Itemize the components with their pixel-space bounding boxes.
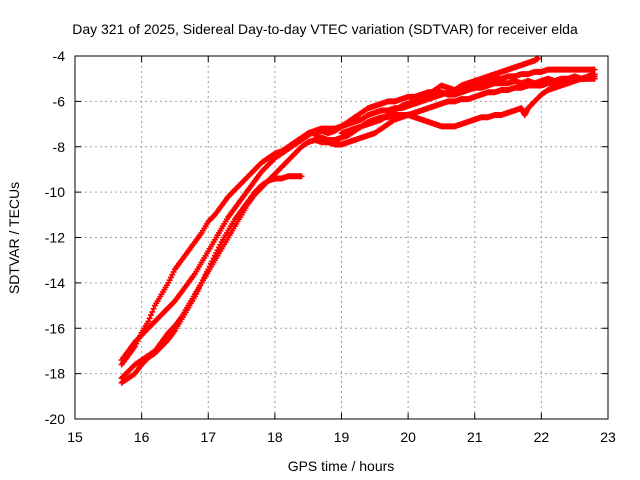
chart-title: Day 321 of 2025, Sidereal Day-to-day VTE… [72, 21, 578, 37]
y-tick-label: -6 [53, 93, 66, 109]
axis-ticks [74, 55, 609, 420]
grid [75, 56, 608, 419]
y-axis-tick-labels: -20 -18 -16 -14 -12 -10 -8 -6 -4 [45, 48, 65, 427]
y-tick-label: -4 [53, 48, 66, 64]
x-tick-label: 19 [334, 429, 350, 445]
x-tick-label: 22 [534, 429, 550, 445]
x-tick-label: 18 [267, 429, 283, 445]
data-point [591, 66, 598, 73]
data-point [298, 173, 305, 180]
y-axis-label: SDTVAR / TECUs [6, 182, 22, 294]
data-point [149, 308, 156, 315]
data-point [591, 75, 598, 82]
y-tick-label: -10 [45, 184, 65, 200]
x-tick-label: 15 [67, 429, 83, 445]
y-tick-label: -20 [45, 411, 65, 427]
series-track-f [338, 66, 598, 137]
y-tick-label: -12 [45, 230, 65, 246]
x-tick-label: 23 [600, 429, 616, 445]
series-track-d [118, 71, 598, 382]
x-tick-label: 21 [467, 429, 483, 445]
data-point [145, 318, 152, 325]
x-tick-label: 17 [200, 429, 216, 445]
data-point [150, 305, 157, 312]
data-point [146, 315, 153, 322]
x-axis-tick-labels: 15 16 17 18 19 20 21 22 23 [67, 429, 616, 445]
y-tick-label: -8 [53, 139, 66, 155]
x-tick-label: 16 [134, 429, 150, 445]
x-axis-label: GPS time / hours [288, 458, 395, 474]
y-tick-label: -18 [45, 366, 65, 382]
series-track-e [311, 75, 598, 143]
y-tick-label: -14 [45, 275, 65, 291]
data-series [118, 55, 598, 386]
x-tick-label: 20 [400, 429, 416, 445]
y-tick-label: -16 [45, 320, 65, 336]
data-point [147, 312, 154, 319]
